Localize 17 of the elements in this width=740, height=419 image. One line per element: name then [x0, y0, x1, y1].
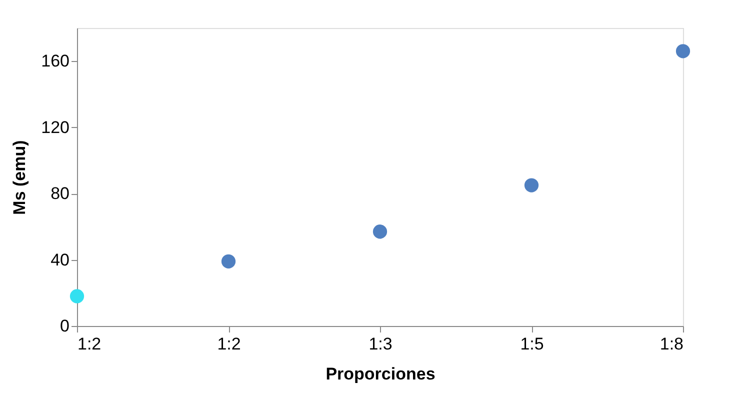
y-axis-title: Ms (emu): [10, 140, 30, 215]
x-tick-label: 1:2: [78, 334, 102, 354]
y-tick-label: 160: [41, 52, 70, 71]
x-tick-label: 1:2: [217, 334, 241, 354]
x-tick-label: 1:3: [368, 334, 392, 354]
y-tick-label: 80: [50, 184, 70, 204]
y-tick-label: 120: [41, 118, 70, 137]
x-axis-title: Proporciones: [326, 364, 436, 384]
point: [676, 44, 690, 58]
x-tick-label: 1:8: [660, 334, 684, 354]
point: [221, 254, 236, 268]
y-tick-label: 40: [50, 250, 70, 270]
point: [372, 224, 388, 239]
x-tick-label: 1:5: [520, 334, 544, 354]
point: [524, 178, 539, 192]
y-tick-label: 0: [60, 316, 70, 336]
point: [70, 289, 84, 304]
